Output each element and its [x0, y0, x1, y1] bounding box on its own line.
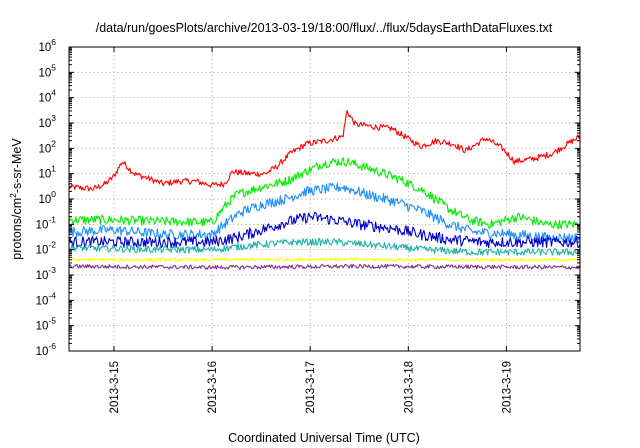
y-tick-label: 100	[38, 189, 56, 206]
y-axis-label-pre: protons/cm	[10, 198, 24, 260]
series-line-2	[68, 157, 581, 230]
series-line-6	[68, 257, 581, 262]
y-tick-label: 10-6	[36, 341, 57, 358]
series-line-3	[68, 182, 581, 243]
x-axis-label: Coordinated Universal Time (UTC)	[228, 431, 420, 445]
x-tick-label: 2013-3-15	[109, 361, 121, 413]
y-tick-label: 106	[38, 37, 56, 54]
y-axis-label-sup: 2	[8, 193, 18, 198]
x-tick-label: 2013-3-18	[403, 361, 415, 413]
y-tick-label: 105	[38, 62, 56, 79]
chart-title: /data/run/goesPlots/archive/2013-03-19/1…	[96, 21, 553, 35]
series-line-4	[68, 211, 581, 249]
x-axis-ticks: 2013-3-15 2013-3-16 2013-3-17 2013-3-18 2013…	[109, 47, 513, 413]
y-tick-label: 10-3	[36, 265, 57, 282]
y-axis-ticks: 10-6 10-5 10-4 10-3 10-2 10-1 100 101 102 103 104 1…	[36, 37, 580, 358]
x-tick-label: 2013-3-17	[305, 361, 317, 413]
y-tick-label: 10-1	[36, 214, 57, 231]
y-tick-label: 10-4	[36, 290, 57, 307]
y-tick-label: 103	[38, 113, 56, 130]
y-tick-label: 101	[38, 164, 56, 181]
series-line-7	[68, 263, 581, 270]
series-line-1	[68, 109, 581, 192]
grid-lines	[69, 47, 580, 351]
series-lines	[68, 109, 581, 270]
y-axis-label: protons/cm2-s-sr-MeV	[8, 138, 24, 260]
series-line-5	[68, 238, 581, 256]
x-tick-label: 2013-3-19	[501, 361, 513, 413]
x-tick-label: 2013-3-16	[207, 361, 219, 413]
y-tick-label: 10-2	[36, 240, 57, 257]
y-tick-label: 104	[38, 88, 56, 105]
y-axis-label-post: -s-sr-MeV	[10, 138, 24, 194]
y-tick-label: 102	[38, 138, 56, 155]
y-tick-label: 10-5	[36, 316, 57, 333]
